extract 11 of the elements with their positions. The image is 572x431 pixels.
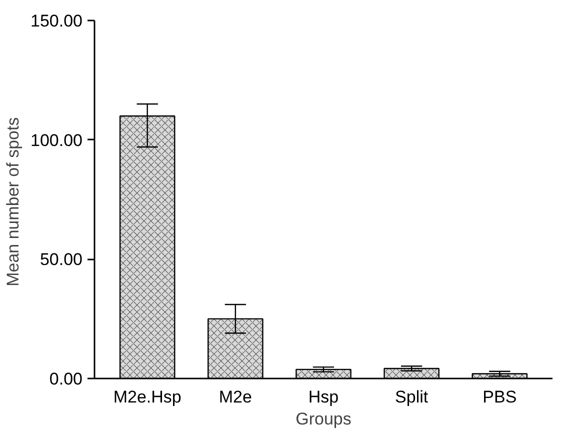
x-tick-label: M2e.Hsp [113,388,182,406]
x-axis-title: Groups [296,410,352,428]
y-axis-title: Mean number of spots [4,117,23,286]
y-tick-label: 50.00 [40,250,83,270]
x-tick-label: M2e [218,388,252,406]
y-tick-label: 100.00 [30,130,83,150]
x-tick-label: Hsp [308,388,339,406]
y-tick-label: 150.00 [30,12,83,30]
x-tick-label: Split [395,388,428,406]
y-tick-label: 0.00 [49,370,83,388]
x-tick-label: PBS [482,388,517,406]
